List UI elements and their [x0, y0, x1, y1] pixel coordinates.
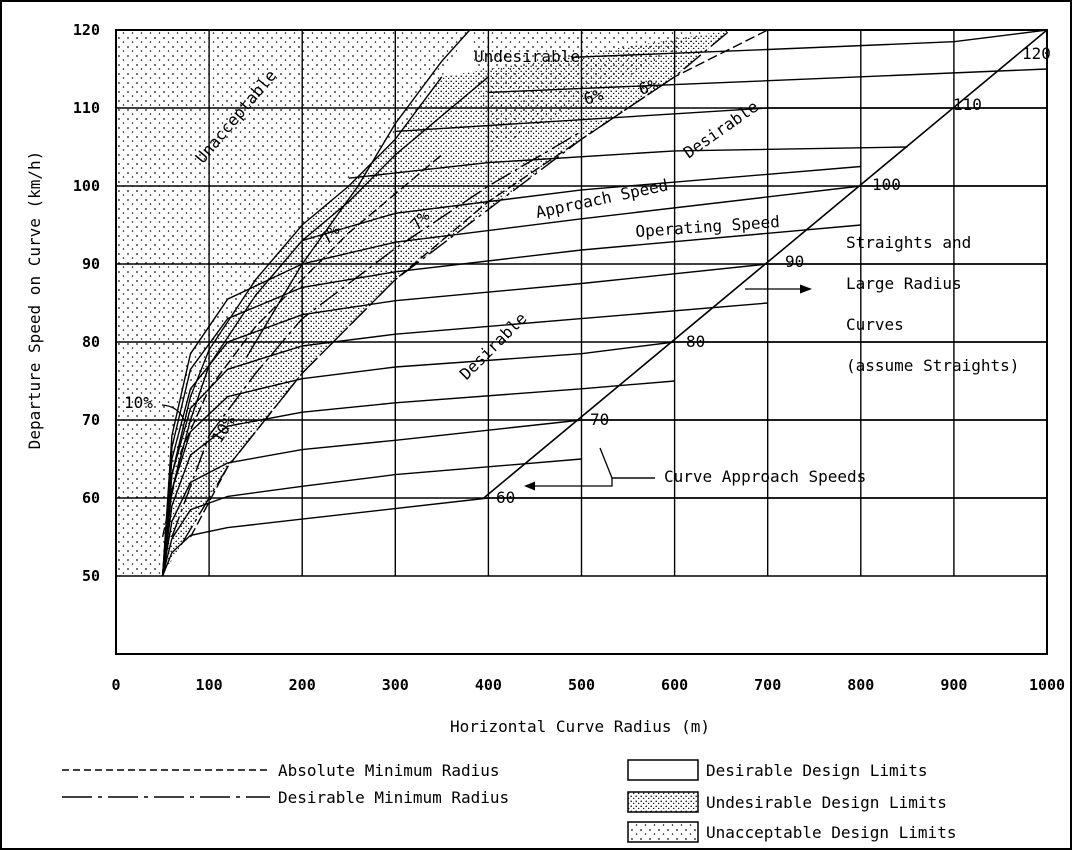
annotation-operating-speed: Operating Speed	[635, 212, 780, 241]
operating-speed-curve	[161, 263, 768, 577]
legend-swatch-unacceptable	[627, 821, 699, 843]
approach-speed-diagonal	[483, 29, 1048, 499]
annotation-straights-4: (assume Straights)	[846, 356, 1019, 375]
annotation-approach-speed: Approach Speed	[534, 175, 670, 222]
legend-swatch-desirable	[627, 759, 699, 781]
y-tick-label: 60	[82, 489, 100, 507]
label-speed-80: 80	[686, 332, 705, 351]
x-tick-label: 200	[289, 676, 316, 694]
operating-speed-curve	[395, 107, 954, 133]
legend-desirable-minimum-radius: Desirable Minimum Radius	[278, 788, 509, 807]
x-tick-label: 900	[940, 676, 967, 694]
label-speed-60: 60	[496, 488, 515, 507]
y-tick-label: 70	[82, 411, 100, 429]
x-tick-label: 100	[196, 676, 223, 694]
x-tick-label: 700	[754, 676, 781, 694]
label-speed-120: 120	[1022, 44, 1051, 63]
unacceptable-region	[116, 30, 470, 576]
legend-absolute-minimum-radius: Absolute Minimum Radius	[278, 761, 500, 780]
annotation-desirable-lower: Desirable	[456, 309, 531, 384]
y-tick-label: 120	[73, 21, 100, 39]
annotation-desirable-upper: Desirable	[680, 97, 762, 162]
x-tick-label: 600	[661, 676, 688, 694]
operating-speed-curve	[161, 458, 582, 577]
annotation-straights-3: Curves	[846, 315, 904, 334]
y-tick-label: 80	[82, 333, 100, 351]
leader-approach-60	[528, 477, 655, 487]
annotation-undesirable: Undesirable	[474, 47, 580, 66]
x-tick-label: 500	[568, 676, 595, 694]
annotation-10pct-a: 10%	[124, 393, 153, 412]
operating-speed-curve	[161, 185, 861, 577]
approach-speed-lines	[483, 29, 1048, 499]
operating-speed-curve	[161, 419, 582, 577]
operating-speed-curve	[161, 497, 489, 577]
y-tick-label: 110	[73, 99, 100, 117]
limit-curve	[245, 29, 471, 358]
axis-ticks: 0 100 200 300 400 500 600 700 800 900 1000 50 60 70 80…	[73, 21, 1065, 694]
label-speed-100: 100	[872, 175, 901, 194]
x-tick-label: 0	[111, 676, 120, 694]
legend-desirable-design-limits: Desirable Design Limits	[706, 761, 928, 780]
label-speed-70: 70	[590, 410, 609, 429]
operating-speed-curve	[348, 146, 908, 179]
leader-10pct	[161, 404, 185, 421]
legend-unacceptable-design-limits: Unacceptable Design Limits	[706, 823, 956, 842]
x-tick-label: 1000	[1029, 676, 1065, 694]
x-tick-label: 400	[475, 676, 502, 694]
annotation-straights-1: Straights and	[846, 233, 971, 252]
leader-approach-70	[599, 447, 655, 479]
annotation-curve-approach-speeds: Curve Approach Speeds	[664, 467, 866, 486]
label-speed-110: 110	[953, 95, 982, 114]
legend-undesirable-design-limits: Undesirable Design Limits	[706, 793, 947, 812]
limit-curves	[161, 29, 769, 577]
undesirable-region	[162, 30, 731, 576]
x-tick-label: 300	[382, 676, 409, 694]
leader-arrows	[161, 284, 812, 491]
x-tick-label: 800	[847, 676, 874, 694]
y-tick-label: 90	[82, 255, 100, 273]
operating-speed-curve	[161, 224, 861, 577]
arrowhead-straights	[800, 284, 812, 294]
legend: Absolute Minimum Radius Desirable Minimu…	[62, 759, 956, 843]
operating-speed-curve	[488, 68, 1048, 94]
design-limit-regions	[116, 30, 731, 576]
x-axis-label: Horizontal Curve Radius (m)	[450, 717, 710, 736]
arrowhead-approach-60	[524, 481, 535, 491]
limit-curve	[180, 29, 731, 546]
limit-curve	[161, 76, 443, 577]
operating-speed-curve	[572, 29, 1048, 58]
legend-swatch-undesirable	[627, 791, 699, 813]
annotation-straights-2: Large Radius	[846, 274, 962, 293]
y-tick-label: 50	[82, 567, 100, 585]
limit-curve	[171, 130, 582, 538]
y-axis-label: Departure Speed on Curve (km/h)	[25, 151, 44, 450]
y-tick-label: 100	[73, 177, 100, 195]
label-speed-90: 90	[785, 252, 804, 271]
